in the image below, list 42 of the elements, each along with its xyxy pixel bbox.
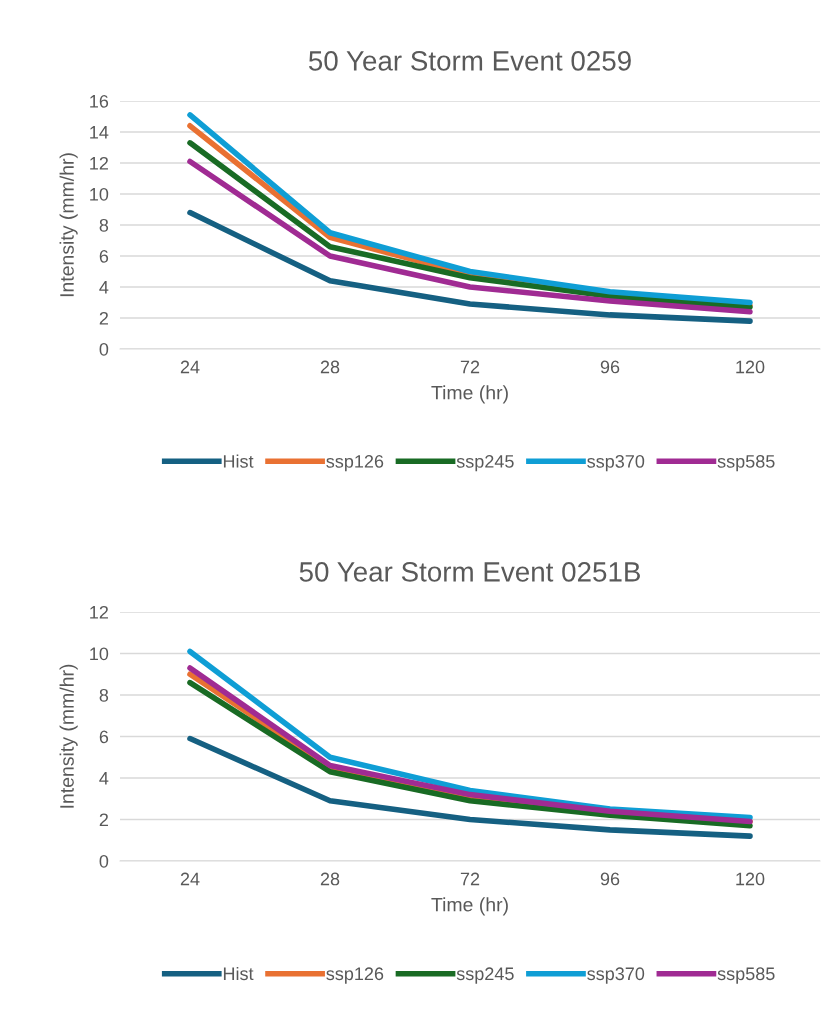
y-tick-label: 6 <box>99 249 109 263</box>
x-tick-label: 72 <box>460 872 480 886</box>
y-tick-label: 0 <box>99 854 109 868</box>
y-tick-label: 10 <box>90 187 109 201</box>
legend-label: ssp370 <box>587 455 645 472</box>
chart-title: 50 Year Storm Event 0259 <box>308 51 631 71</box>
y-tick-label: 8 <box>99 218 109 232</box>
legend-label: ssp585 <box>717 455 775 472</box>
y-tick-label: 10 <box>90 647 109 661</box>
y-tick-label: 12 <box>90 156 108 170</box>
y-tick-label: 14 <box>90 126 109 139</box>
legend-label: ssp585 <box>717 967 775 984</box>
x-tick-label: 24 <box>180 360 200 374</box>
x-axis-title: Time (hr) <box>431 385 508 404</box>
y-tick-label: 4 <box>99 772 109 785</box>
legend-label: ssp126 <box>326 967 384 984</box>
y-axis-title: Intensity (mm/hr) <box>59 664 78 808</box>
legend-label: ssp370 <box>587 967 645 984</box>
y-tick-label: 16 <box>90 94 109 108</box>
x-tick-label: 72 <box>460 360 480 374</box>
y-tick-label: 8 <box>99 688 109 702</box>
y-tick-label: 0 <box>99 342 109 356</box>
legend-label: Hist <box>223 966 254 981</box>
legend-label: Hist <box>223 454 254 468</box>
x-tick-label: 96 <box>600 360 620 374</box>
y-tick-label: 4 <box>99 281 109 294</box>
x-tick-label: 24 <box>180 872 200 886</box>
legend-label: ssp245 <box>456 967 514 984</box>
x-axis-title: Time (hr) <box>431 897 508 916</box>
y-tick-label: 2 <box>99 311 108 325</box>
legend-label: ssp245 <box>456 455 514 472</box>
y-tick-label: 2 <box>99 813 108 827</box>
x-tick-label: 120 <box>736 360 765 374</box>
x-tick-label: 96 <box>600 872 620 886</box>
x-tick-label: 28 <box>320 872 340 886</box>
y-axis-title: Intensity (mm/hr) <box>59 153 78 297</box>
y-tick-label: 6 <box>99 730 109 744</box>
x-tick-label: 120 <box>736 872 765 886</box>
y-tick-label: 12 <box>90 605 108 619</box>
chart-title: 50 Year Storm Event 0251B <box>299 562 640 582</box>
legend-label: ssp126 <box>326 455 384 472</box>
x-tick-label: 28 <box>320 360 340 374</box>
